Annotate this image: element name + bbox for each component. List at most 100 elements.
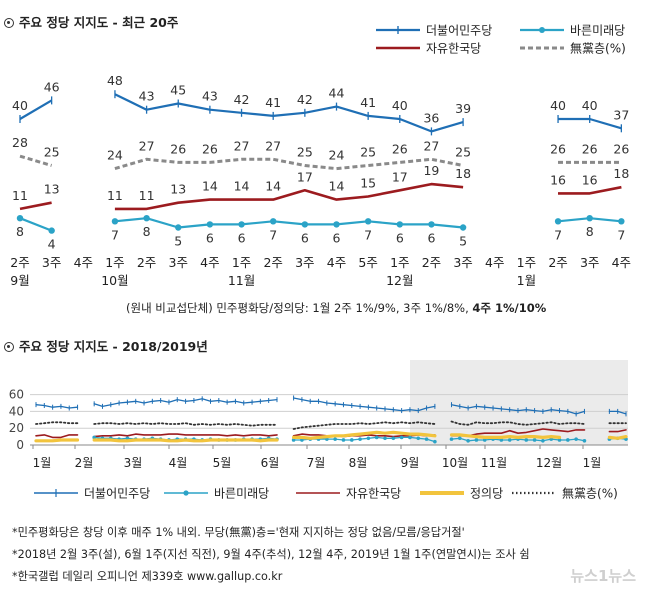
- data-label: 25: [297, 145, 313, 160]
- data-label: 7: [269, 227, 277, 242]
- x-tick-label: 3주: [295, 255, 314, 270]
- series-line: [607, 435, 628, 440]
- x-tick-label: 7월: [307, 456, 326, 470]
- x-tick-label: 2주: [137, 255, 156, 270]
- data-label: 14: [234, 179, 250, 194]
- series-line: [292, 397, 436, 412]
- legend-label: 바른미래당: [214, 487, 269, 501]
- x-tick-label: 4주: [200, 255, 219, 270]
- data-label: 43: [202, 89, 218, 104]
- x-tick-label: 3주: [42, 255, 61, 270]
- data-label: 6: [238, 230, 246, 245]
- x-tick-label: 8월: [349, 456, 368, 470]
- data-point: [541, 439, 545, 443]
- legend-label: 정의당: [470, 487, 503, 501]
- data-point: [396, 221, 403, 228]
- data-label: 27: [423, 138, 439, 153]
- bottom-chart-title-text: 주요 정당 지지도 - 2018/2019년: [19, 339, 208, 354]
- data-label: 45: [170, 83, 186, 98]
- series-line: [114, 182, 464, 211]
- data-label: 7: [364, 227, 372, 242]
- data-label: 40: [550, 98, 566, 113]
- legend-label: 바른미래당: [570, 24, 625, 38]
- data-label: 40: [392, 98, 408, 113]
- data-label: 18: [613, 166, 629, 181]
- legend-item: 無黨층(%): [512, 486, 618, 501]
- series-line: [608, 429, 627, 433]
- data-point: [333, 221, 340, 228]
- data-point: [238, 221, 245, 228]
- legend-marker: [183, 490, 189, 496]
- data-point: [301, 221, 309, 228]
- top-chart-title-text: 주요 정당 지지도 - 최근 20주: [19, 15, 179, 30]
- series-line: [450, 420, 586, 426]
- data-point: [416, 436, 421, 441]
- data-label: 6: [427, 230, 435, 245]
- y-tick-label: 40: [9, 404, 24, 418]
- data-label: 25: [360, 145, 376, 160]
- data-point: [586, 215, 593, 222]
- data-label: 40: [582, 98, 598, 113]
- data-point: [341, 438, 346, 442]
- data-label: 27: [234, 138, 250, 153]
- data-label: 48: [107, 73, 123, 88]
- data-point: [458, 436, 462, 441]
- series-line: [114, 93, 464, 133]
- data-label: 8: [143, 224, 151, 239]
- series-line: [292, 421, 436, 430]
- top-x-axis: 2주 9월 3주 4주 1주 10월 2주 3주 4주 1주 11월 2주 3주 4주 5주 1주 12월 2주 3…: [10, 255, 631, 288]
- data-label: 14: [329, 179, 345, 194]
- data-point: [618, 218, 625, 225]
- x-tick-label: 2주: [548, 255, 567, 270]
- data-label: 8: [16, 224, 24, 239]
- data-label: 16: [550, 172, 566, 187]
- series-line: [93, 422, 278, 427]
- data-label: 19: [423, 163, 439, 178]
- data-label: 6: [333, 230, 341, 245]
- data-point: [366, 436, 371, 441]
- data-label: 26: [170, 141, 186, 156]
- data-label: 27: [139, 138, 155, 153]
- data-point: [206, 221, 214, 228]
- data-point: [391, 436, 396, 441]
- data-point: [474, 438, 479, 442]
- x-tick-label: 4주: [74, 255, 93, 270]
- series-line: [35, 434, 79, 439]
- data-label: 39: [455, 101, 471, 116]
- x-tick-label: 3주: [169, 255, 188, 270]
- minor-parties-note-text: (원내 비교섭단체) 민주평화당/정의당: 1월 2주 1%/9%, 3주 1%…: [126, 301, 473, 315]
- series-line: [93, 433, 278, 438]
- series-line: [92, 438, 279, 443]
- series-더불어민주당: 40 46 48 43 45 43 42 41 42 44 41 40 36 39 40 40 37: [12, 73, 629, 136]
- data-point: [358, 437, 362, 441]
- x-tick-label: 1월: [583, 456, 602, 470]
- bottom-y-axis: 0 20 40 60: [9, 388, 628, 452]
- data-point: [557, 438, 562, 442]
- x-month-label: 12월: [386, 273, 413, 288]
- data-point: [554, 218, 562, 225]
- data-label: 26: [613, 141, 629, 156]
- data-label: 13: [170, 182, 186, 197]
- series-line: [19, 154, 53, 167]
- data-label: 41: [360, 95, 376, 110]
- minor-parties-note-bold: 4주 1%/10%: [472, 301, 547, 315]
- series-line: [114, 157, 464, 171]
- x-tick-label: 10월: [442, 456, 468, 470]
- series-자유한국당: 11 13 11 11 13 14 14 14 17 14 15 17 19 18 16 16 18: [12, 163, 629, 211]
- data-label: 24: [329, 148, 345, 163]
- data-point: [428, 221, 435, 228]
- legend-label: 자유한국당: [426, 42, 481, 56]
- data-point: [399, 435, 404, 440]
- x-tick-label: 1주: [105, 255, 124, 270]
- series-line: [34, 438, 80, 443]
- x-tick-label: 1주: [232, 255, 251, 270]
- data-label: 5: [459, 234, 467, 249]
- data-label: 46: [44, 79, 60, 94]
- data-label: 25: [455, 145, 471, 160]
- data-point: [466, 439, 470, 443]
- data-label: 18: [455, 166, 471, 181]
- data-label: 4: [48, 237, 56, 252]
- x-tick-label: 1주: [517, 255, 536, 270]
